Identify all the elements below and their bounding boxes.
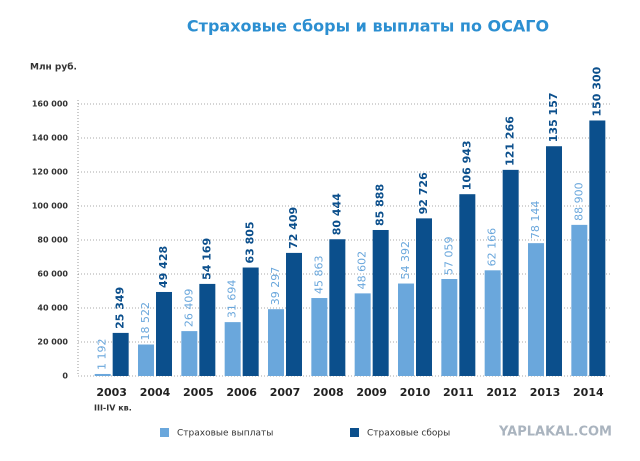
bar xyxy=(311,298,328,376)
value-label: 85 888 xyxy=(374,184,387,226)
y-tick-label: 120 000 xyxy=(32,168,69,177)
value-label: 63 805 xyxy=(244,221,257,263)
bar xyxy=(286,252,302,376)
value-label: 48 602 xyxy=(356,251,369,290)
value-label: 26 409 xyxy=(182,289,195,328)
y-axis-label: Млн руб. xyxy=(30,62,77,73)
value-label: 88 900 xyxy=(572,182,585,221)
y-tick-label: 80 000 xyxy=(37,236,68,245)
y-tick-label: 100 000 xyxy=(32,202,69,211)
bar xyxy=(224,322,241,376)
bar xyxy=(138,344,154,376)
bar xyxy=(484,270,501,376)
value-label: 39 297 xyxy=(269,267,282,306)
x-tick-label: 2003 xyxy=(96,386,127,399)
bar xyxy=(571,224,588,376)
x-note: III-IV кв. xyxy=(94,404,132,413)
legend-label: Страховые сборы xyxy=(367,429,450,439)
bar xyxy=(329,239,346,376)
legend-swatch xyxy=(160,428,169,437)
bar xyxy=(528,243,544,376)
legend-swatch xyxy=(350,428,359,437)
bar xyxy=(416,218,432,376)
x-tick-label: 2012 xyxy=(486,386,517,399)
value-label: 18 522 xyxy=(139,302,152,341)
x-tick-label: 2006 xyxy=(226,386,257,399)
bar xyxy=(181,331,198,376)
bar xyxy=(589,120,606,377)
value-label: 57 059 xyxy=(442,236,455,275)
value-label: 25 349 xyxy=(114,287,127,329)
x-tick-label: 2009 xyxy=(356,386,387,399)
bar xyxy=(354,293,371,376)
bar xyxy=(502,169,519,376)
bar xyxy=(459,194,476,376)
value-label: 78 144 xyxy=(529,201,542,240)
value-label: 72 409 xyxy=(287,207,300,249)
x-tick-label: 2008 xyxy=(313,386,344,399)
chart-title: Страховые сборы и выплаты по ОСАГО xyxy=(187,17,549,36)
bar xyxy=(268,309,284,376)
bar xyxy=(546,146,562,376)
bar xyxy=(441,278,458,376)
y-tick-label: 20 000 xyxy=(37,338,68,347)
value-label: 1 192 xyxy=(96,338,109,370)
bar xyxy=(156,291,172,376)
y-tick-label: 40 000 xyxy=(37,304,68,313)
bar xyxy=(242,267,259,376)
value-label: 80 444 xyxy=(330,193,343,235)
value-label: 106 943 xyxy=(460,140,473,190)
value-label: 62 166 xyxy=(486,228,499,266)
value-label: 135 157 xyxy=(547,92,560,142)
x-tick-label: 2014 xyxy=(573,386,604,399)
value-label: 54 169 xyxy=(200,238,213,280)
value-label: 92 726 xyxy=(417,172,430,214)
value-label: 54 392 xyxy=(399,241,412,280)
bar xyxy=(94,373,111,376)
value-label: 121 266 xyxy=(504,116,517,166)
bar xyxy=(372,229,389,376)
y-tick-label: 140 000 xyxy=(32,134,69,143)
bar xyxy=(112,332,129,376)
y-tick-label: 0 xyxy=(62,372,68,381)
value-label: 150 300 xyxy=(590,66,603,116)
bar xyxy=(398,283,414,376)
y-tick-label: 160 000 xyxy=(32,100,69,109)
x-tick-label: 2013 xyxy=(530,386,561,399)
value-label: 49 428 xyxy=(157,246,170,288)
bar xyxy=(199,283,216,376)
watermark: YAPLAKAL.COM xyxy=(498,425,612,440)
value-label: 31 694 xyxy=(226,280,239,319)
x-tick-label: 2011 xyxy=(443,386,474,399)
y-tick-label: 60 000 xyxy=(37,270,68,279)
x-tick-label: 2010 xyxy=(400,386,431,399)
legend-label: Страховые выплаты xyxy=(177,429,273,439)
x-tick-label: 2005 xyxy=(183,386,214,399)
value-label: 45 863 xyxy=(312,256,325,295)
x-tick-label: 2004 xyxy=(140,386,171,399)
x-tick-label: 2007 xyxy=(270,386,301,399)
